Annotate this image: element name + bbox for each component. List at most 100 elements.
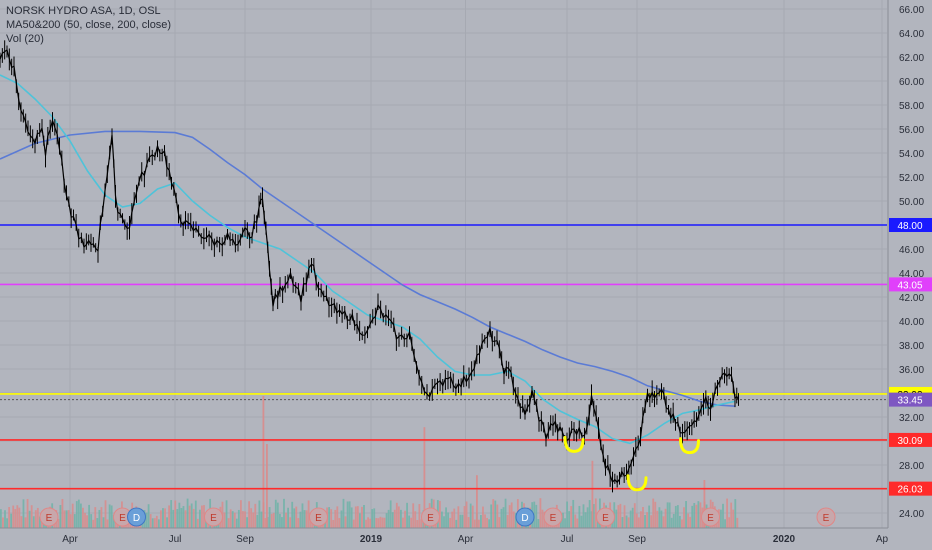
volume-bars [0,396,739,528]
x-tick-label: 2019 [360,534,383,545]
volume-bar [106,519,109,528]
dividend-marker [127,507,146,527]
volume-bar [480,515,482,528]
volume-bar [685,501,687,528]
volume-bar [354,506,357,528]
event-marker-label: E [823,513,830,524]
earnings-marker [309,507,328,527]
volume-bar [301,503,304,528]
volume-bar [510,502,513,528]
event-marker-label: E [427,513,434,524]
volume-bar [178,502,181,528]
volume-bar [697,501,700,528]
volume-bar [258,500,261,528]
volume-bar [640,511,642,528]
volume-bar [250,508,253,528]
volume-bar [18,507,21,528]
volume-bar [98,509,101,528]
x-tick-label: Ap [876,534,889,545]
volume-bar [69,514,72,528]
volume-bar [20,516,23,528]
volume-bar [441,511,443,528]
volume-bar [572,499,575,528]
volume-bar [295,506,298,528]
y-tick-label: 66.00 [899,5,924,16]
volume-bar [244,511,246,528]
volume-bar [225,500,228,528]
volume-bar [299,511,302,528]
event-marker-label: E [550,513,557,524]
earnings-marker [39,507,59,527]
volume-bar [272,512,275,528]
y-tick-label: 54.00 [899,149,924,160]
y-tick-label: 50.00 [899,197,924,208]
volume-bar [683,507,685,528]
volume-bar [168,505,171,528]
volume-bar [147,504,150,528]
volume-bar [469,503,472,528]
volume-bar [416,519,419,528]
price-line [0,48,740,484]
volume-bar [648,505,651,528]
volume-bar [73,514,76,528]
ma50-line [0,74,736,445]
y-tick-label: 64.00 [899,29,924,40]
volume-bar [471,505,474,528]
volume-bar [635,513,638,528]
volume-bar [459,514,462,528]
volume-bar [666,502,669,528]
smile-annotation [563,435,585,453]
volume-bar [736,517,739,528]
volume-bar [406,502,408,528]
annotations-layer [563,435,700,492]
level-label: 48.00 [897,221,922,232]
volume-bar [342,498,345,528]
volume-bar [231,511,234,528]
volume-bar [568,511,571,528]
volume-bar [498,517,501,528]
volume-bar [223,512,226,528]
volume-bar [395,502,398,528]
volume-bar [184,510,187,528]
level-label-bg [889,218,932,232]
volume-bar [615,509,618,528]
volume-bar [369,518,372,528]
volume-bar [281,517,283,528]
volume-bar [358,513,361,528]
volume-bar [633,503,636,528]
smile-annotation [626,474,648,492]
x-tick-label: Sep [628,534,646,545]
y-tick-label: 60.00 [899,77,924,88]
volume-bar [418,504,421,528]
volume-bar [693,503,696,528]
volume-bar [463,506,466,528]
volume-bar [350,507,353,528]
volume-bar [660,510,663,528]
volume-bar [646,512,648,528]
volume-bar [676,505,679,528]
volume-bar [596,517,599,528]
y-tick-label: 44.00 [899,269,924,280]
volume-bar [578,505,581,528]
volume-bar [488,519,491,528]
volume-bar [270,513,273,528]
volume-bar [344,516,347,528]
level-label-bg [889,277,932,292]
volume-bar [332,519,335,528]
volume-bar [297,518,300,528]
volume-bar [2,517,4,528]
volume-bar [477,519,480,528]
earnings-marker [543,507,563,527]
volume-bar [338,518,341,528]
volume-bar [340,510,343,528]
y-tick-label: 42.00 [899,293,924,304]
event-marker-label: D [521,513,528,524]
volume-bar [506,514,509,528]
volume-bar [389,500,392,528]
volume-bar [182,506,185,528]
volume-bar [629,510,632,528]
